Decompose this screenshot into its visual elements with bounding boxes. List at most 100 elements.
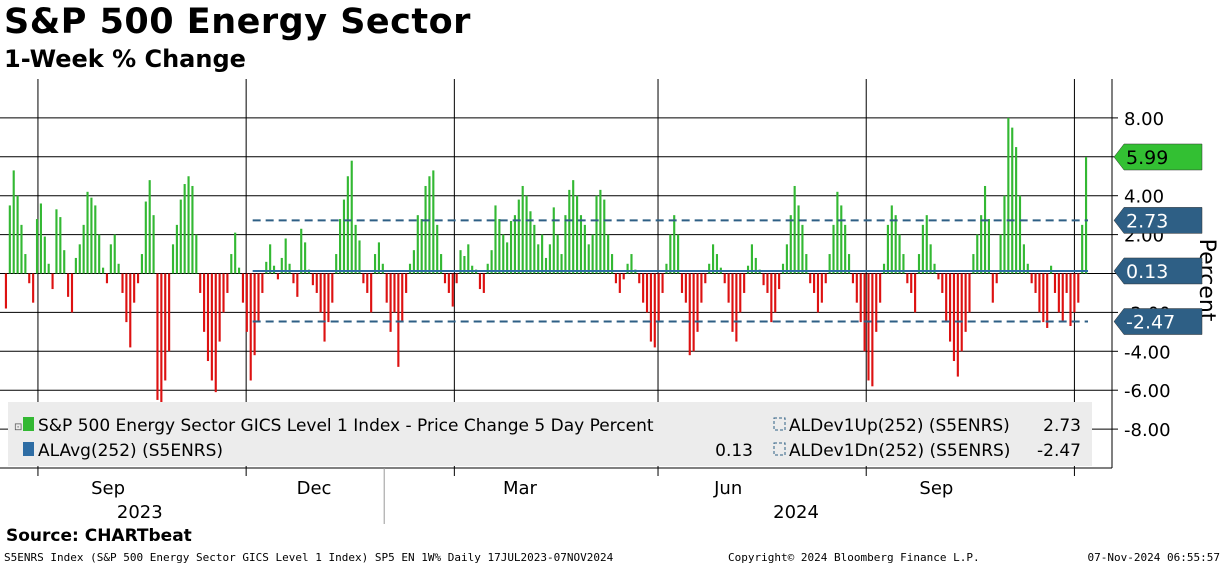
- data-bar: [102, 267, 105, 274]
- data-bar: [339, 219, 342, 274]
- data-bar: [440, 254, 443, 274]
- y-tick-label: -4.00: [1124, 342, 1171, 363]
- data-bar: [393, 273, 396, 313]
- reference-lines: [252, 219, 1088, 323]
- data-bar: [591, 234, 594, 274]
- data-bar: [610, 254, 614, 274]
- data-bar: [1026, 263, 1029, 274]
- data-bar: [851, 273, 855, 284]
- data-bar: [544, 257, 548, 274]
- data-bar: [976, 234, 979, 274]
- legend-dev-up-swatch: [773, 417, 786, 431]
- data-bar: [688, 273, 691, 356]
- data-bar: [910, 273, 913, 293]
- data-bar: [234, 232, 237, 274]
- data-bar: [331, 273, 334, 303]
- data-bar: [1011, 127, 1014, 274]
- data-bar: [595, 195, 598, 274]
- bar-series: [4, 117, 1088, 420]
- data-bar: [486, 263, 489, 274]
- data-bar: [408, 263, 412, 274]
- data-bar: [39, 203, 42, 274]
- data-bar: [914, 273, 917, 313]
- data-bar: [715, 254, 719, 274]
- data-bar: [245, 273, 248, 332]
- data-bar: [416, 215, 419, 274]
- data-bar: [78, 244, 81, 274]
- data-bar: [564, 215, 567, 274]
- data-bar: [871, 273, 874, 387]
- data-bar: [983, 185, 987, 274]
- data-bar: [284, 238, 287, 274]
- data-bar: [67, 273, 70, 297]
- data-bar: [968, 273, 971, 313]
- data-bar: [917, 254, 921, 274]
- data-bar: [105, 273, 109, 284]
- data-bar: [436, 224, 439, 274]
- data-bar: [684, 273, 687, 303]
- legend-background: [8, 402, 1092, 466]
- data-bar: [882, 263, 886, 274]
- data-bar: [614, 273, 618, 284]
- data-bar: [576, 195, 579, 274]
- data-bar: [478, 273, 482, 290]
- data-bar: [898, 234, 901, 274]
- data-bar: [214, 273, 217, 393]
- data-bar: [583, 224, 586, 274]
- data-bar: [428, 176, 431, 274]
- value-tags: 5.99 2.73 0.13 -2.47: [1113, 143, 1203, 335]
- data-bar: [653, 273, 656, 348]
- data-bar: [1018, 195, 1022, 274]
- data-bar: [750, 244, 753, 274]
- data-bar: [463, 255, 466, 274]
- data-bar: [556, 234, 559, 274]
- data-bar: [506, 242, 509, 274]
- data-bar: [847, 254, 851, 274]
- data-bar: [269, 244, 272, 274]
- data-bar: [645, 273, 649, 313]
- data-bar: [288, 263, 291, 274]
- data-bar: [828, 254, 831, 274]
- data-bar: [661, 273, 664, 293]
- data-bar: [471, 265, 474, 274]
- data-bar: [956, 273, 959, 377]
- data-bar: [649, 273, 652, 342]
- x-tick-label: Jun: [713, 478, 742, 499]
- data-bar: [548, 244, 551, 274]
- data-bar: [809, 273, 812, 284]
- data-bar: [607, 234, 610, 274]
- data-bar: [801, 224, 804, 274]
- data-bar: [98, 234, 101, 274]
- data-bar: [292, 273, 295, 284]
- x-axis: Sep Dec Mar Jun Sep 2023 2024: [0, 467, 1112, 524]
- data-bar: [253, 273, 256, 356]
- data-bar: [327, 273, 330, 323]
- data-bar: [579, 215, 583, 274]
- data-bar: [4, 273, 8, 309]
- data-bar: [1042, 273, 1045, 323]
- data-bar: [890, 205, 893, 274]
- data-bar: [129, 273, 132, 348]
- data-bar: [467, 244, 470, 274]
- data-bar: [455, 273, 458, 284]
- data-bar: [335, 254, 338, 274]
- data-bar: [420, 219, 423, 274]
- data-bar: [199, 273, 202, 293]
- data-bar: [762, 273, 765, 286]
- data-bar: [377, 242, 381, 274]
- data-bar: [168, 273, 171, 352]
- data-bar: [8, 205, 11, 274]
- data-bar: [696, 273, 699, 332]
- data-bar: [405, 273, 408, 293]
- data-bar: [875, 273, 878, 332]
- value-tag-text: 2.73: [1126, 210, 1168, 232]
- data-bar: [933, 263, 936, 274]
- data-bar: [731, 273, 734, 332]
- data-bar: [55, 209, 58, 274]
- data-bar: [35, 219, 39, 274]
- data-bar: [241, 273, 245, 303]
- data-bar: [389, 273, 392, 332]
- data-bar: [638, 273, 641, 284]
- data-bar: [311, 273, 314, 286]
- value-tag: [1113, 257, 1203, 285]
